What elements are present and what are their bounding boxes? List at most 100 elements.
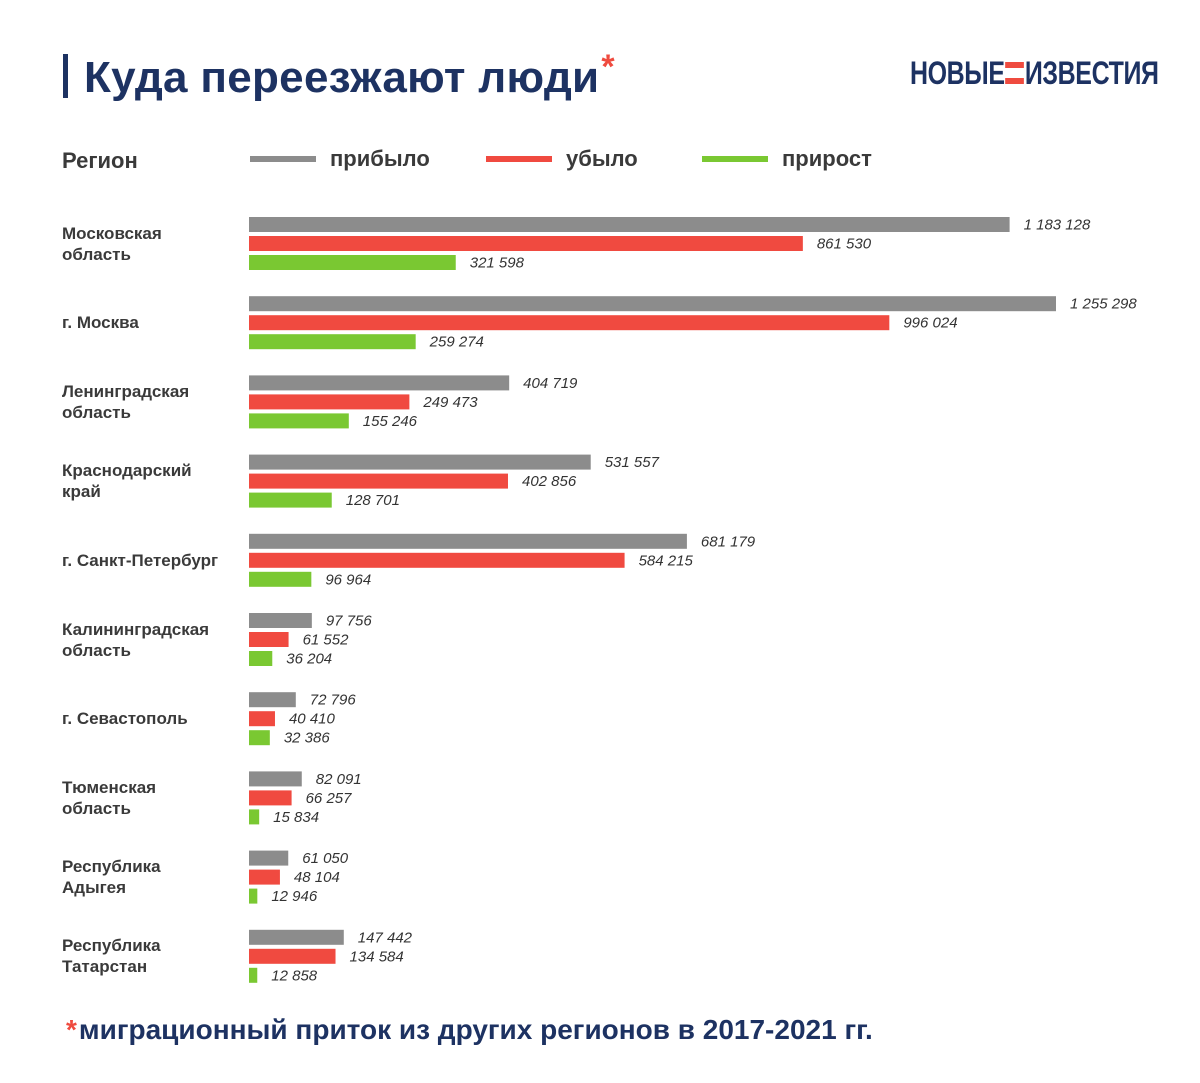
region-label-line: г. Санкт-Петербург: [62, 550, 219, 570]
bar-arrived: [249, 533, 687, 549]
bar-growth: [249, 651, 273, 666]
bar-value-label-arrived: 404 719: [523, 375, 578, 392]
bar-growth: [249, 413, 349, 429]
region-label: Московская область: [62, 223, 242, 265]
bar-value-label-departed: 402 856: [522, 473, 577, 490]
region-label-line: край: [62, 482, 101, 502]
bar-growth: [249, 334, 416, 350]
bar-departed: [249, 948, 336, 964]
logo-text-left: НОВЫЕ: [910, 54, 1005, 91]
region-label-line: г. Севастополь: [62, 709, 188, 729]
bar-value-label-growth: 155 246: [363, 413, 418, 430]
region-label-line: область: [62, 244, 131, 264]
bar-growth: [249, 809, 260, 825]
footnote-text: миграционный приток из других регионов в…: [78, 1014, 873, 1045]
bar-growth: [249, 730, 270, 746]
bar-value-label-departed: 66 257: [306, 790, 353, 807]
region-label: Краснодарский край: [62, 460, 242, 502]
bar-value-label-arrived: 82 091: [316, 771, 362, 788]
region-label-line: область: [62, 798, 131, 818]
logo-text-right: ИЗВЕСТИЯ: [1024, 54, 1159, 91]
legend-label-growth: прирост: [782, 146, 872, 171]
region-label: г. Севастополь: [62, 708, 242, 729]
bar-value-label-arrived: 1 255 298: [1070, 296, 1137, 313]
region-label-line: область: [62, 402, 131, 422]
bar-growth: [249, 492, 332, 508]
bar-growth: [249, 571, 312, 587]
bar-value-label-arrived: 1 183 128: [1024, 217, 1091, 234]
footnote: *миграционный приток из других регионов …: [66, 1014, 873, 1046]
bar-arrived: [249, 296, 1056, 312]
footnote-asterisk: *: [66, 1014, 77, 1045]
region-label-line: Адыгея: [62, 878, 127, 898]
legend-swatch-growth: [702, 156, 768, 162]
title-asterisk: *: [601, 48, 615, 86]
bar-value-label-departed: 249 473: [422, 394, 478, 411]
bar-departed: [249, 790, 292, 806]
region-label-line: Татарстан: [62, 957, 148, 977]
region-label: Тюменская область: [62, 777, 242, 819]
bar-arrived: [249, 771, 302, 787]
region-label-line: г. Москва: [62, 313, 139, 333]
bar-value-label-arrived: 61 050: [302, 850, 349, 867]
region-label-line: область: [62, 640, 131, 660]
bar-value-label-growth: 96 964: [325, 571, 371, 588]
bar-value-label-growth: 128 701: [346, 492, 400, 509]
bar-value-label-growth: 259 274: [429, 334, 484, 351]
bar-value-label-arrived: 72 796: [310, 692, 357, 709]
bar-growth: [249, 255, 456, 270]
legend-region-header: Регион: [62, 148, 138, 173]
chart-title: Куда переезжают люди*: [84, 48, 615, 103]
bar-value-label-growth: 12 946: [271, 888, 318, 905]
bar-departed: [249, 632, 289, 647]
title-accent-bar: [63, 54, 68, 98]
region-label-line: Краснодарский: [62, 461, 192, 481]
bar-value-label-arrived: 97 756: [326, 613, 373, 630]
bar-arrived: [249, 850, 289, 866]
region-label: Республика Татарстан: [62, 935, 242, 977]
bar-value-label-arrived: 147 442: [358, 929, 413, 946]
brand-logo: НОВЫЕ ИЗВЕСТИЯ: [910, 54, 1159, 91]
region-label: Калининградская область: [62, 619, 242, 661]
region-label: г. Санкт-Петербург: [62, 550, 242, 571]
bar-arrived: [249, 929, 344, 945]
bar-arrived: [249, 613, 312, 628]
legend-item-arrived: прибыло: [250, 146, 430, 172]
bar-departed: [249, 552, 625, 568]
bar-value-label-departed: 584 215: [639, 552, 694, 569]
bar-value-label-departed: 61 552: [303, 632, 350, 649]
region-label: г. Москва: [62, 312, 242, 333]
bar-value-label-growth: 321 598: [470, 255, 525, 272]
bar-departed: [249, 236, 803, 251]
bar-value-label-growth: 12 858: [271, 967, 318, 984]
bar-arrived: [249, 217, 1010, 232]
legend-swatch-arrived: [250, 156, 316, 162]
bar-departed: [249, 394, 410, 410]
region-label-line: Ленинградская: [62, 381, 190, 401]
bar-departed: [249, 315, 890, 331]
bar-growth: [249, 888, 258, 904]
bar-growth: [249, 967, 258, 983]
bar-value-label-departed: 996 024: [903, 315, 957, 332]
bar-departed: [249, 869, 280, 885]
bar-departed: [249, 473, 508, 489]
region-label-line: Республика: [62, 857, 161, 877]
legend-label-arrived: прибыло: [330, 146, 430, 171]
bar-value-label-growth: 32 386: [284, 730, 331, 747]
bar-value-label-departed: 48 104: [294, 869, 340, 886]
legend-item-departed: убыло: [486, 146, 638, 172]
bar-value-label-departed: 134 584: [350, 948, 404, 965]
legend-item-growth: прирост: [702, 146, 872, 172]
bar-value-label-growth: 15 834: [273, 809, 319, 826]
region-label-line: Республика: [62, 936, 161, 956]
bar-value-label-growth: 36 204: [286, 651, 332, 668]
bar-arrived: [249, 692, 296, 708]
legend-swatch-departed: [486, 156, 552, 162]
bar-departed: [249, 711, 275, 727]
legend-label-departed: убыло: [566, 146, 638, 171]
logo-equals-icon: [1005, 62, 1025, 84]
bar-value-label-departed: 40 410: [289, 711, 336, 728]
region-label: Ленинградская область: [62, 381, 242, 423]
bar-value-label-arrived: 681 179: [701, 533, 756, 550]
